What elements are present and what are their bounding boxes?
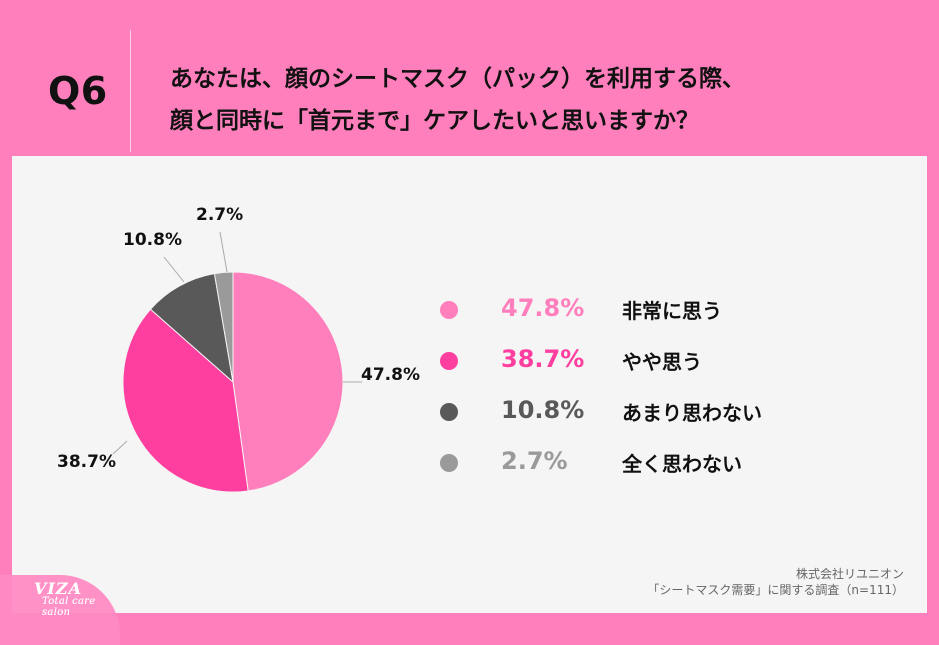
legend-item-somewhat: 38.7% やや思う	[440, 333, 860, 383]
legend-label-not-much: あまり思わない	[622, 401, 762, 425]
legend-item-very-much: 47.8% 非常に思う	[440, 282, 860, 332]
legend-item-not-much: 10.8% あまり思わない	[440, 384, 860, 434]
pie-label-layer: 47.8% 38.7% 10.8% 2.7%	[57, 205, 420, 472]
header-divider	[130, 30, 131, 152]
question-text: あなたは、顔のシートマスク（パック）を利用する際、 顔と同時に「首元まで」ケアし…	[170, 58, 870, 142]
pie-leader-line-not-much	[163, 256, 185, 283]
question-number: Q6	[48, 69, 108, 113]
pie-label-not-much: 10.8%	[123, 230, 182, 250]
pie-slice-not-much	[149, 273, 234, 384]
pie-label-not-at-all: 2.7%	[196, 205, 243, 225]
legend-dot-very-much	[440, 301, 458, 319]
legend-pct-very-much: 47.8%	[501, 294, 585, 322]
legend-label-very-much: 非常に思う	[622, 299, 722, 323]
brand-logo-subtitle: Total care salon	[42, 596, 96, 618]
question-line-1: あなたは、顔のシートマスク（パック）を利用する際、	[170, 66, 745, 92]
pie-label-very-much: 47.8%	[361, 365, 420, 385]
pie-leader-line-not-at-all	[219, 231, 228, 273]
question-line-2: 顔と同時に「首元まで」ケアしたいと思いますか？	[170, 108, 699, 134]
pie-slice-somewhat	[122, 308, 249, 493]
pie-slice-not-at-all	[213, 271, 234, 383]
legend-label-not-at-all: 全く思わない	[622, 452, 742, 476]
legend-dot-not-at-all	[440, 454, 458, 472]
pie-label-somewhat: 38.7%	[57, 452, 116, 472]
pie-slice-very-much	[232, 271, 344, 492]
legend-pct-not-much: 10.8%	[501, 396, 585, 424]
footer-company: 株式会社リユニオン	[795, 567, 904, 581]
pie-layer	[122, 271, 344, 493]
footer-survey: 「シートマスク需要」に関する調査（n=111）	[647, 583, 904, 597]
header-band: Q6 あなたは、顔のシートマスク（パック）を利用する際、 顔と同時に「首元まで」…	[0, 0, 939, 156]
brand-logo: VIZA Total care salon	[34, 579, 124, 618]
legend-label-somewhat: やや思う	[622, 350, 702, 374]
footer-source: 株式会社リユニオン 「シートマスク需要」に関する調査（n=111）	[647, 566, 904, 598]
pie-leader-line-somewhat	[112, 440, 128, 455]
legend-dot-not-much	[440, 403, 458, 421]
legend-pct-not-at-all: 2.7%	[501, 447, 568, 475]
pie-chart: 47.8% 38.7% 10.8% 2.7%	[57, 205, 420, 493]
legend-dot-somewhat	[440, 352, 458, 370]
legend-pct-somewhat: 38.7%	[501, 345, 585, 373]
brand-logo-mark: VIZA	[34, 579, 82, 598]
legend-item-not-at-all: 2.7% 全く思わない	[440, 435, 860, 485]
